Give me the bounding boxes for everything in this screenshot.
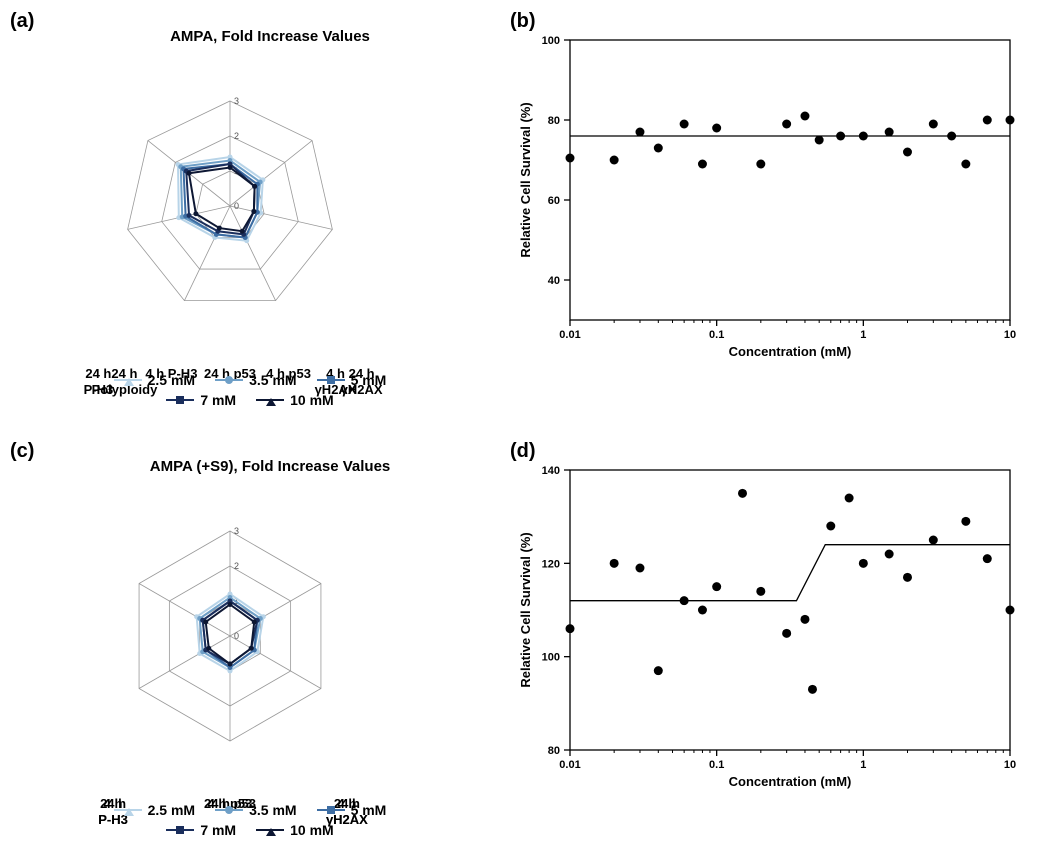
svg-text:80: 80 — [548, 115, 560, 127]
svg-text:1: 1 — [860, 329, 866, 341]
svg-text:10: 10 — [1004, 759, 1016, 771]
svg-text:Concentration (mM): Concentration (mM) — [729, 344, 852, 359]
svg-text:1: 1 — [860, 759, 866, 771]
radar-axis-label: 24 h γH2AX — [302, 796, 392, 827]
radar-c-wrap: AMPA (+S9), Fold Increase Values 0123 24… — [10, 458, 490, 796]
panel-a: (a) AMPA, Fold Increase Values 0123 24 h… — [10, 10, 490, 410]
svg-text:100: 100 — [542, 652, 560, 664]
radar-a-wrap: AMPA, Fold Increase Values 0123 24 h p53… — [10, 28, 490, 366]
scatter-d-chart: 80 100 120 140 0.01 0.1 1 10 Concentration (mM) R… — [510, 440, 1030, 800]
svg-text:100: 100 — [542, 35, 560, 47]
svg-text:0.1: 0.1 — [709, 329, 724, 341]
svg-text:2: 2 — [234, 131, 239, 141]
panel-d: (d) 80 100 120 140 0.01 0.1 1 10 Concentration (… — [510, 440, 1030, 860]
radar-c-title: AMPA (+S9), Fold Increase Values — [50, 458, 490, 475]
legend-label: 7 mM — [200, 822, 236, 838]
panel-c: (c) AMPA (+S9), Fold Increase Values 012… — [10, 440, 490, 860]
legend-label: 7 mM — [200, 392, 236, 408]
svg-text:0.1: 0.1 — [709, 759, 724, 771]
panel-b-label: (b) — [510, 10, 536, 33]
legend-item: 7 mM — [166, 822, 236, 838]
svg-text:Relative Cell Survival (%): Relative Cell Survival (%) — [518, 102, 533, 257]
svg-text:140: 140 — [542, 465, 560, 477]
figure-root: (a) AMPA, Fold Increase Values 0123 24 h… — [10, 10, 1040, 857]
panel-d-label: (d) — [510, 440, 536, 463]
radar-c-chart: 0123 — [10, 481, 450, 791]
scatter-b-chart: 40 60 80 100 0.01 0.1 1 10 Concentration (mM) Rel… — [510, 10, 1030, 370]
svg-text:0: 0 — [234, 201, 239, 211]
svg-text:2: 2 — [234, 561, 239, 571]
svg-text:40: 40 — [548, 275, 560, 287]
svg-text:3: 3 — [234, 96, 239, 106]
radar-a-title: AMPA, Fold Increase Values — [50, 28, 490, 45]
legend-item: 7 mM — [166, 392, 236, 408]
svg-text:Relative Cell Survival (%): Relative Cell Survival (%) — [518, 532, 533, 687]
svg-text:0.01: 0.01 — [559, 759, 580, 771]
svg-text:120: 120 — [542, 558, 560, 570]
svg-text:3: 3 — [234, 526, 239, 536]
svg-text:60: 60 — [548, 195, 560, 207]
svg-text:80: 80 — [548, 745, 560, 757]
radar-a-chart: 0123 — [10, 51, 450, 361]
svg-text:0.01: 0.01 — [559, 329, 580, 341]
svg-text:Concentration (mM): Concentration (mM) — [729, 774, 852, 789]
panel-b: (b) 40 60 80 100 0.01 0.1 1 10 Concentration (mM… — [510, 10, 1030, 410]
svg-text:0: 0 — [234, 631, 239, 641]
svg-text:10: 10 — [1004, 329, 1016, 341]
